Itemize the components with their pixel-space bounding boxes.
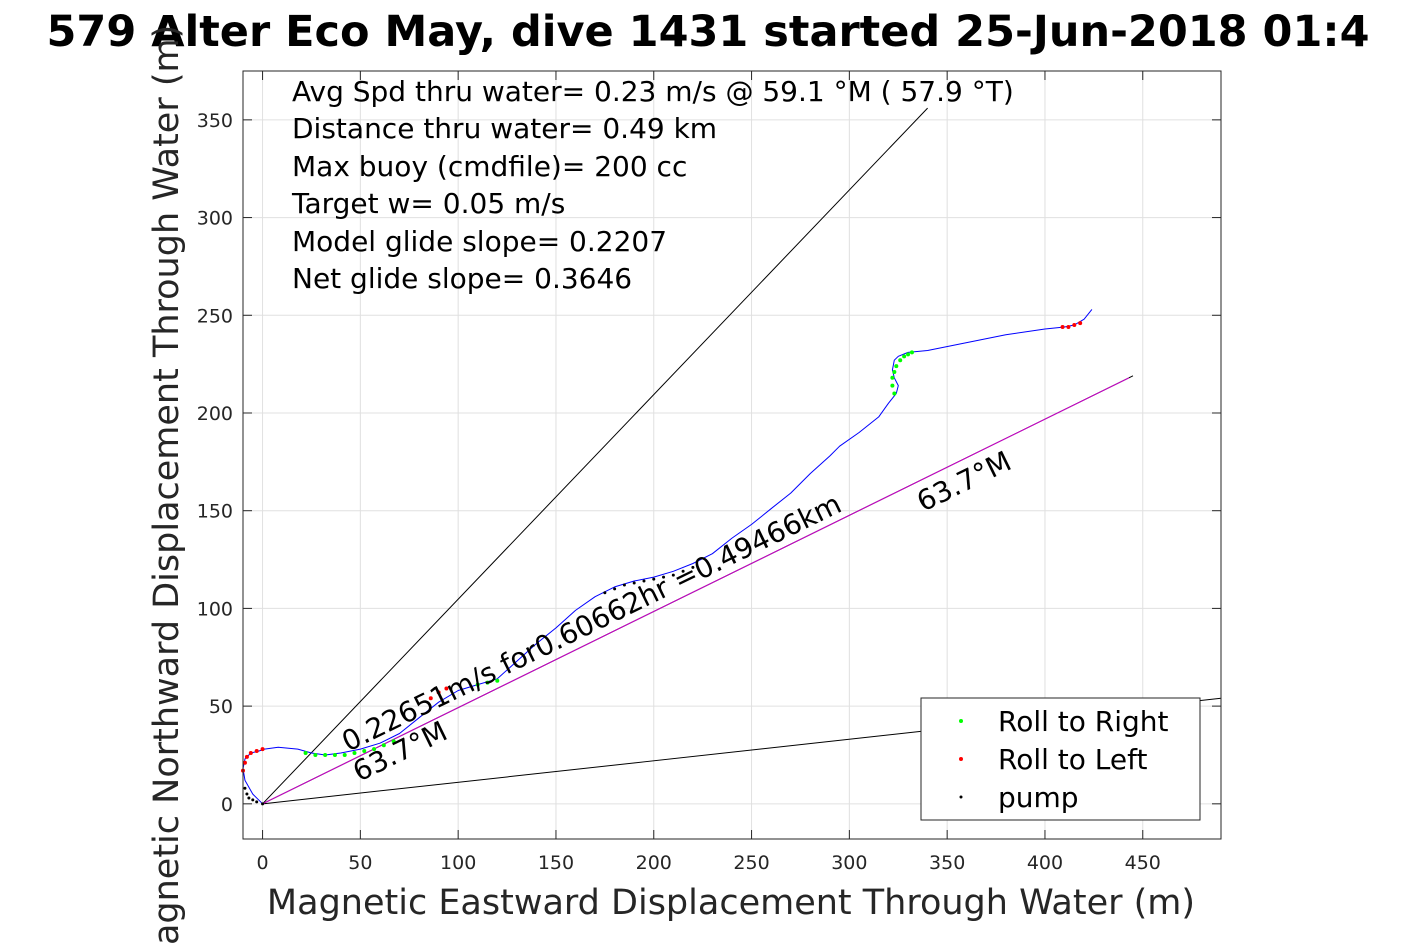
reference-lines xyxy=(262,107,1221,805)
point-roll-to-right xyxy=(890,383,895,388)
stats-line-max-buoy: Max buoy (cmdfile)= 200 cc xyxy=(292,150,687,183)
legend-marker-pump xyxy=(959,795,963,799)
point-pump xyxy=(255,800,259,804)
point-roll-to-left xyxy=(254,749,259,754)
y-tick-label: 250 xyxy=(197,305,233,327)
point-pump xyxy=(251,798,255,802)
reference-line xyxy=(262,107,928,805)
y-tick-label: 50 xyxy=(209,696,233,718)
reference-line xyxy=(262,377,1130,805)
legend-label-pump: pump xyxy=(998,781,1079,814)
y-tick-label: 150 xyxy=(197,501,233,523)
stats-text: Avg Spd thru water= 0.23 m/s @ 59.1 °M (… xyxy=(291,75,1014,295)
y-tick-label: 200 xyxy=(197,403,233,425)
y-axis-label: Magnetic Northward Displacement Through … xyxy=(147,25,187,945)
point-roll-to-right xyxy=(894,364,899,369)
point-roll-to-right xyxy=(342,752,347,757)
point-roll-to-left xyxy=(244,754,249,759)
legend-box xyxy=(920,697,1201,821)
point-pump xyxy=(613,587,617,591)
point-roll-to-left xyxy=(444,686,449,691)
point-pump xyxy=(662,575,666,579)
x-tick-label: 300 xyxy=(831,852,867,874)
point-roll-to-right xyxy=(352,751,357,756)
track-line xyxy=(243,309,1093,805)
y-tick-label: 350 xyxy=(197,110,233,132)
legend-label-roll-right: Roll to Right xyxy=(998,705,1169,738)
y-tick-label: 300 xyxy=(197,208,233,230)
point-roll-to-left xyxy=(260,747,265,752)
point-roll-to-right xyxy=(381,743,386,748)
point-roll-to-right xyxy=(475,682,480,687)
point-pump xyxy=(603,591,607,595)
point-roll-to-left xyxy=(1060,325,1065,329)
stats-line-distance: Distance thru water= 0.49 km xyxy=(292,112,717,145)
point-roll-to-right xyxy=(909,350,914,355)
legend-marker-roll-right xyxy=(959,719,963,723)
stats-line-avg-speed: Avg Spd thru water= 0.23 m/s @ 59.1 °M (… xyxy=(292,75,1014,108)
point-roll-to-right xyxy=(313,752,318,757)
point-roll-to-right xyxy=(362,749,367,754)
point-pump xyxy=(247,796,251,800)
point-roll-to-left xyxy=(428,696,433,701)
point-roll-to-right xyxy=(372,747,377,752)
point-roll-to-right xyxy=(485,680,490,685)
legend-label-roll-left: Roll to Left xyxy=(998,743,1147,776)
point-pump xyxy=(691,565,695,569)
point-roll-to-right xyxy=(898,358,903,363)
point-pump xyxy=(681,569,685,573)
point-roll-to-right xyxy=(892,369,897,374)
point-roll-to-left xyxy=(1072,323,1077,328)
point-roll-to-right xyxy=(303,751,308,756)
stats-line-model-glide: Model glide slope= 0.2207 xyxy=(292,225,667,258)
stats-line-target-w: Target w= 0.05 m/s xyxy=(291,187,565,220)
point-roll-to-right xyxy=(332,752,337,757)
legend: Roll to Right Roll to Left pump xyxy=(920,697,1201,821)
plot-frame xyxy=(242,70,1222,840)
point-roll-to-right xyxy=(391,739,396,744)
points-layer xyxy=(241,321,1083,806)
point-roll-to-left xyxy=(242,760,247,765)
point-pump xyxy=(632,581,636,585)
point-roll-to-right xyxy=(495,678,500,683)
point-roll-to-right xyxy=(890,375,895,380)
x-tick-label: 0 xyxy=(257,852,269,874)
point-roll-to-right xyxy=(323,752,328,757)
point-roll-to-left xyxy=(1066,325,1071,329)
y-tick-label: 0 xyxy=(221,794,233,816)
x-tick-label: 250 xyxy=(733,852,769,874)
x-tick-label: 350 xyxy=(929,852,965,874)
point-roll-to-left xyxy=(1078,321,1083,326)
point-roll-to-right xyxy=(906,352,911,357)
stats-line-net-glide: Net glide slope= 0.3646 xyxy=(292,262,632,295)
ticks: 0 50 100 150 200 250 300 350 400 450 0 50 100 150 200 2… xyxy=(197,71,1221,874)
point-pump xyxy=(243,786,247,790)
x-tick-label: 50 xyxy=(348,852,372,874)
point-pump xyxy=(642,579,646,583)
track-layer xyxy=(243,309,1093,805)
x-tick-label: 100 xyxy=(440,852,476,874)
x-tick-label: 200 xyxy=(636,852,672,874)
point-roll-to-left xyxy=(436,690,441,695)
x-tick-label: 150 xyxy=(538,852,574,874)
x-axis-label: Magnetic Eastward Displacement Through W… xyxy=(267,883,1195,923)
x-tick-label: 450 xyxy=(1125,852,1161,874)
point-roll-to-right xyxy=(892,391,897,396)
point-pump xyxy=(261,802,265,806)
point-pump xyxy=(622,583,626,587)
point-pump xyxy=(652,577,656,581)
point-pump xyxy=(671,573,675,577)
point-pump xyxy=(245,792,249,796)
point-roll-to-left xyxy=(248,751,253,756)
chart-title: 579 Alter Eco May, dive 1431 started 25-… xyxy=(46,7,1369,57)
point-roll-to-right xyxy=(902,354,907,359)
y-tick-label: 100 xyxy=(197,598,233,620)
legend-marker-roll-left xyxy=(959,757,963,761)
x-tick-label: 400 xyxy=(1027,852,1063,874)
